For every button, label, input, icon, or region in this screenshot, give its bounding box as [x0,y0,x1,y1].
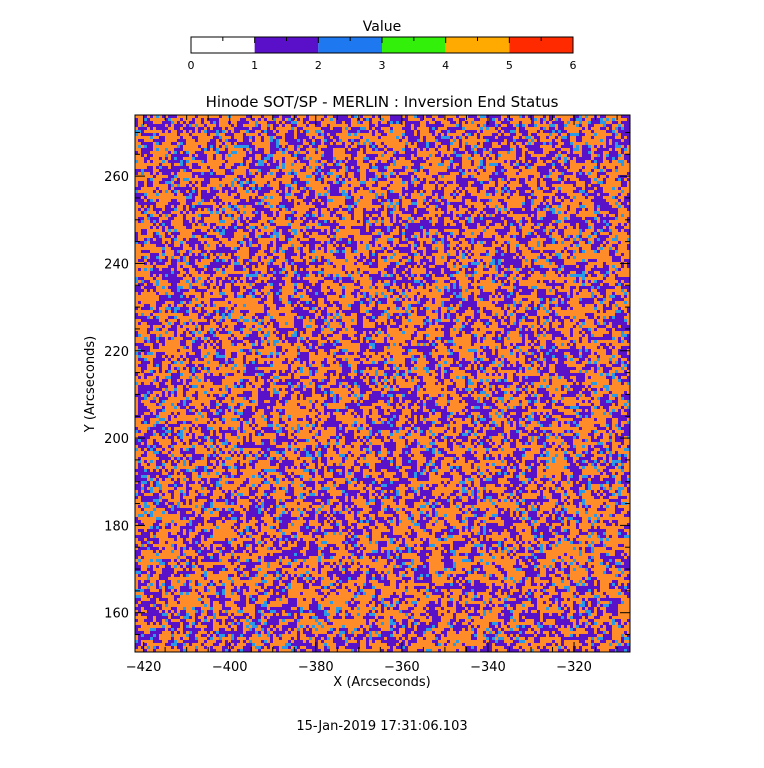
colorbar-segment [445,37,510,53]
colorbar-segments [191,37,573,53]
x-tick-label: −320 [556,660,592,675]
x-tick-label: −380 [298,660,334,675]
x-tick-label: −400 [212,660,248,675]
chart-title: Hinode SOT/SP - MERLIN : Inversion End S… [206,93,559,111]
y-axis: 160 180 200 220 240 260 [104,131,630,636]
heatmap-image [135,115,630,652]
y-tick-label: 220 [104,345,129,360]
x-tick-label: −360 [384,660,420,675]
y-tick-label: 200 [104,432,129,447]
colorbar-segment [509,37,573,53]
colorbar-tick-label: 3 [379,59,386,72]
colorbar-segment [382,37,446,53]
colorbar-segment [254,37,319,53]
y-tick-label: 240 [104,257,129,272]
colorbar-segment [191,37,255,53]
colorbar-title: Value [363,19,401,35]
x-axis: −420 −400 −380 −360 −340 −320 [126,115,618,675]
colorbar-tick-label: 5 [506,59,513,72]
colorbar-tick-label: 6 [570,59,577,72]
y-tick-label: 180 [104,519,129,534]
colorbar-segment [318,37,382,53]
colorbar-ticks: 0 1 2 3 4 5 6 [188,37,577,72]
x-axis-label: X (Arcseconds) [333,675,430,690]
y-tick-label: 160 [104,607,129,622]
colorbar-tick-label: 4 [442,59,449,72]
colorbar-tick-label: 2 [315,59,322,72]
timestamp: 15-Jan-2019 17:31:06.103 [296,719,467,734]
x-tick-label: −340 [470,660,506,675]
y-tick-label: 260 [104,170,129,185]
colorbar-tick-label: 1 [251,59,258,72]
y-axis-label: Y (Arcseconds) [83,336,98,433]
colorbar-tick-label: 0 [188,59,195,72]
colorbar: Value 0 1 2 3 4 5 6 [188,19,577,72]
plot-frame [134,114,631,653]
plot-area: −420 −400 −380 −360 −340 −320 160 180 200 220 240… [104,114,631,675]
x-tick-label: −420 [126,660,162,675]
